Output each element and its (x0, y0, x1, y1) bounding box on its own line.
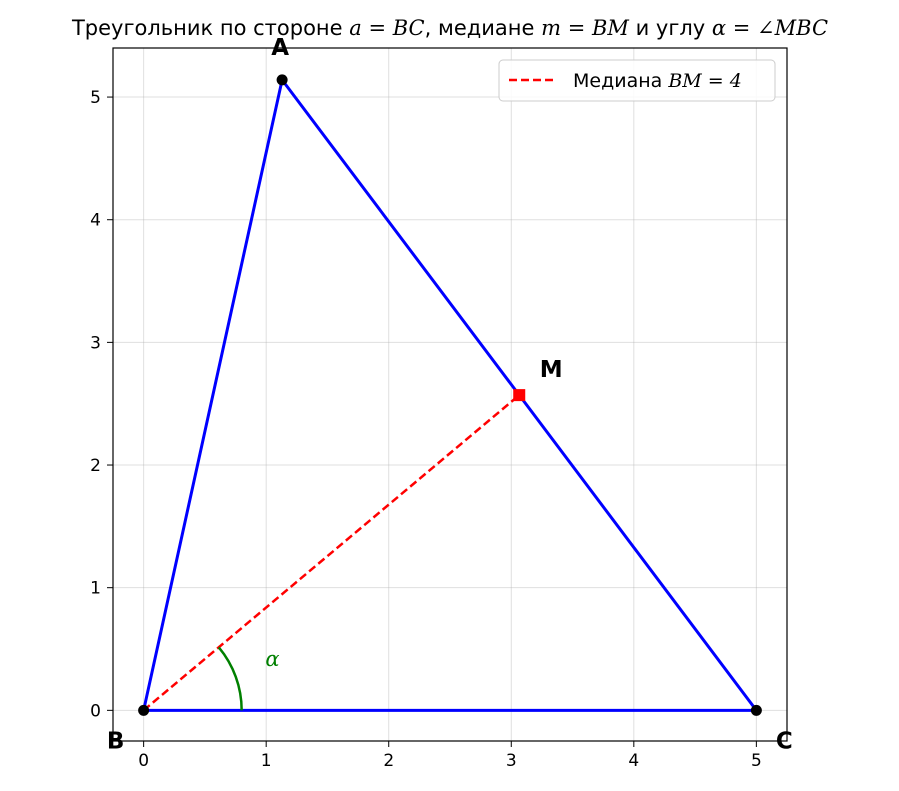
legend-box (498, 59, 776, 102)
axis-ticks: 0 1 2 3 4 5 0 1 2 3 4 5 (90, 88, 762, 771)
title-mid-median: , медиане (425, 16, 541, 40)
title-prefix: Треугольник по стороне (71, 16, 349, 40)
grid-lines (113, 48, 787, 741)
midpoint-marker-m (513, 389, 526, 402)
x-tick-label-1: 1 (261, 751, 272, 771)
angle-arc-alpha (217, 646, 243, 711)
point-labels: A B C M (107, 35, 793, 754)
y-tick-label-4: 4 (90, 211, 101, 231)
chart-title: Треугольник по стороне a = BC, медиане m… (71, 16, 828, 40)
title-math-median: m = BM (541, 16, 629, 40)
legend: Медиана BM = 4 (498, 59, 776, 102)
vertex-marker-a (276, 74, 288, 86)
title-math-angle: α = ∠MBC (712, 16, 828, 40)
x-tick-label-5: 5 (751, 751, 762, 771)
vertex-marker-c (750, 704, 762, 716)
median-bm (142, 394, 521, 712)
y-tick-label-3: 3 (90, 333, 101, 353)
point-label-m: M (540, 357, 563, 383)
x-tick-label-4: 4 (628, 751, 639, 771)
y-tick-label-5: 5 (90, 88, 101, 108)
y-tick-label-0: 0 (90, 701, 101, 721)
title-mid-angle: и углу (629, 16, 712, 40)
point-label-c: C (776, 728, 793, 754)
point-label-a: A (271, 35, 289, 61)
axes-frame (112, 47, 788, 742)
x-tick-label-0: 0 (138, 751, 149, 771)
point-label-b: B (107, 728, 125, 754)
legend-median-label: Медиана BM = 4 (573, 70, 742, 92)
legend-prefix: Медиана (573, 70, 668, 92)
y-tick-label-2: 2 (90, 456, 101, 476)
x-tick-label-3: 3 (506, 751, 517, 771)
angle-label-alpha: α (265, 647, 279, 671)
title-math-side: a = BC (349, 16, 424, 40)
x-tick-label-2: 2 (383, 751, 394, 771)
legend-math: BM = 4 (667, 70, 742, 92)
vertex-marker-b (138, 704, 150, 716)
y-tick-label-1: 1 (90, 579, 101, 599)
plot-content: α (138, 74, 762, 716)
